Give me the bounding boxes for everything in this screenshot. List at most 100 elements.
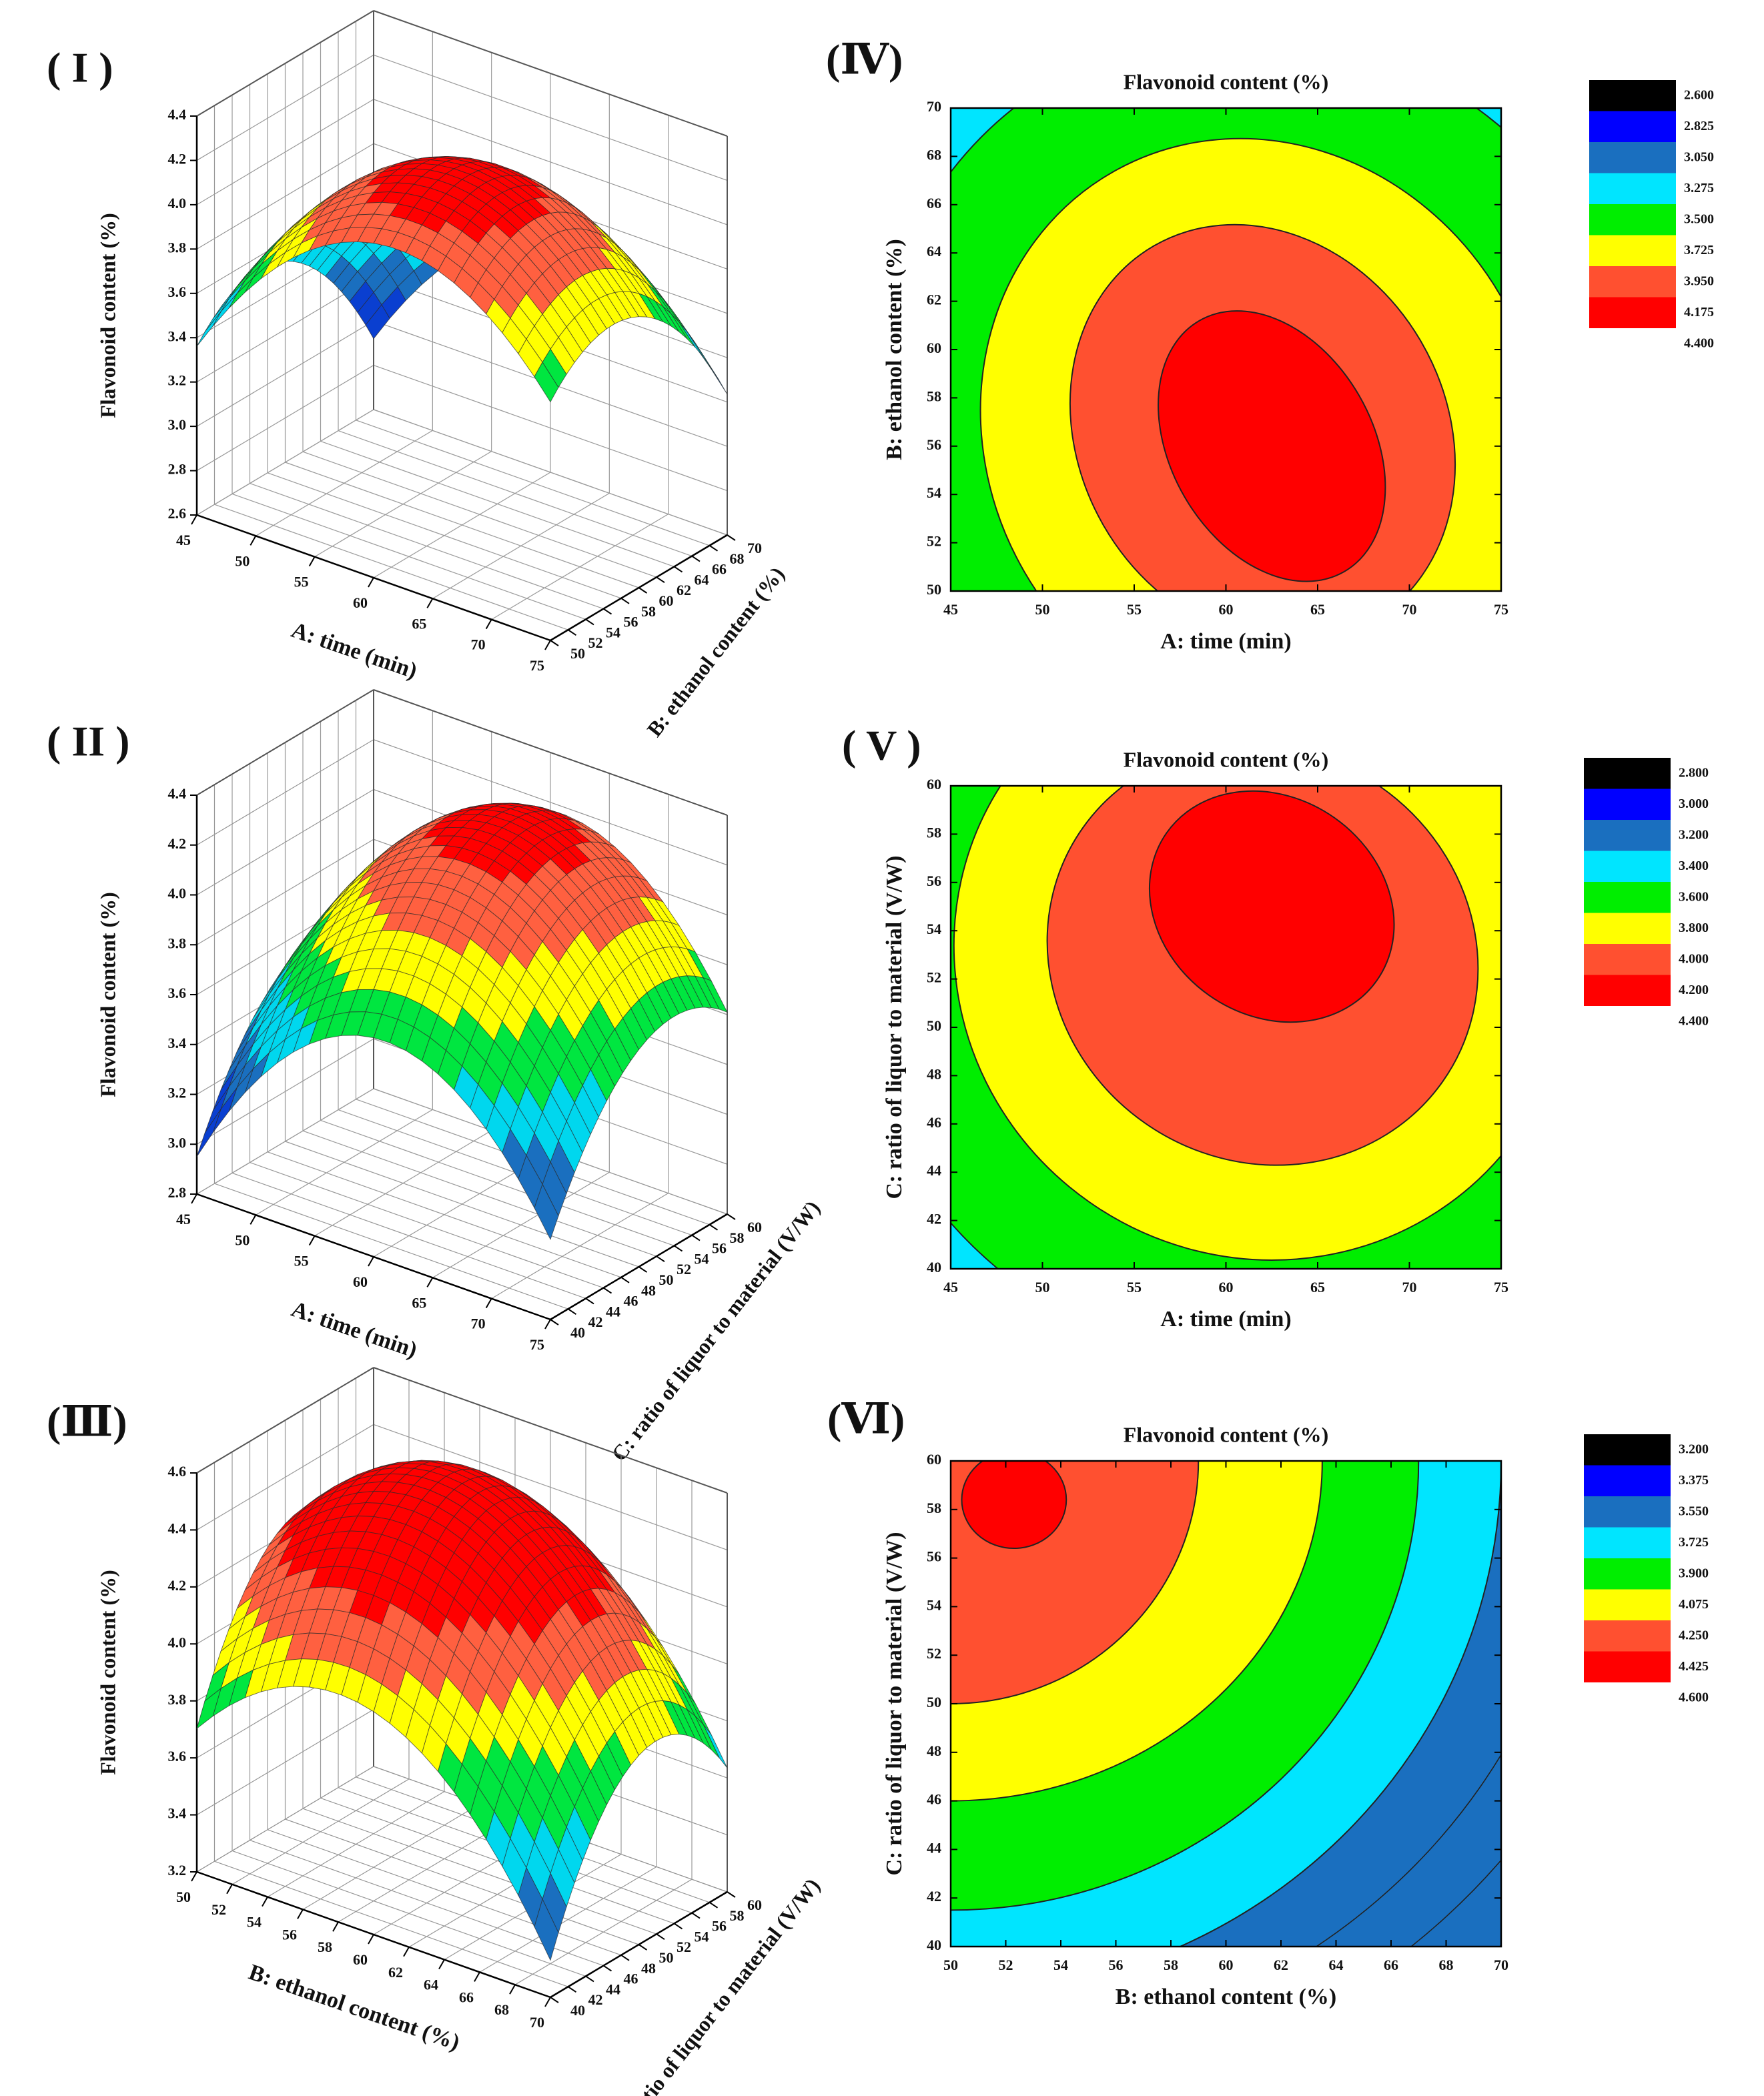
wall-edge [373,1367,728,1494]
z-tick-label: 4.4 [168,1520,187,1536]
legend-swatch [1584,1558,1671,1590]
legend-level-label: 3.050 [1684,150,1714,165]
x-tick-mark [474,1971,480,1982]
floor-grid-line [302,1130,657,1257]
y-tick-label: 58 [730,1907,745,1924]
contour-fill-group [951,786,1501,1269]
back-wall-grid-line [373,409,728,536]
y-tick-mark [602,1287,612,1294]
y-tick-label: 70 [927,98,941,115]
y-axis-label: C: ratio of liquor to material (V/W) [882,856,907,1199]
x-tick-mark [226,1884,233,1895]
surface-facet [196,1687,222,1730]
contour-fill-group [951,108,1501,591]
panel-label: (Ⅵ) [827,1396,905,1443]
wall-edge [373,10,728,137]
x-tick-label: 58 [1164,1957,1178,1973]
x-tick-label: 55 [1127,601,1142,618]
y-tick-label: 52 [927,969,941,986]
panel-label: (Ⅳ) [826,36,903,83]
y-tick-mark [638,1266,648,1273]
x-tick-mark [426,1277,434,1287]
x-axis-label: B: ethanol content (%) [1116,1985,1336,2009]
y-tick-label: 68 [730,550,745,567]
floor-grid-line [320,1797,675,1924]
panel-label: (Ⅲ) [47,1398,127,1446]
floor-grid-line [214,1183,568,1309]
wall-edge [196,689,374,796]
y-tick-label: 46 [927,1114,941,1131]
legend-swatch [1589,80,1676,111]
y-tick-label: 54 [606,624,620,640]
y-tick-label: 60 [747,1219,762,1235]
y-tick-mark [727,1213,736,1220]
x-tick-label: 45 [176,532,191,548]
x-tick-mark [426,598,434,608]
x-tick-label: 70 [530,2014,544,2031]
x-tick-label: 55 [294,1253,309,1269]
floor-grid-line [302,451,657,578]
floor-grid-line [232,1172,586,1299]
x-tick-label: 50 [235,552,250,569]
y-tick-mark [656,1255,665,1263]
x-tick-label: 50 [943,1957,958,1973]
z-axis-label: Flavonoid content (%) [95,892,119,1097]
legend-swatch [1584,820,1671,851]
legend-swatch [1584,1620,1671,1652]
legend-swatch [1589,173,1676,204]
y-tick-label: 62 [927,292,941,308]
x-tick-label: 50 [235,1231,250,1248]
back-wall-grid-line [373,54,728,181]
y-tick-label: 54 [927,921,941,937]
y-tick-label: 56 [927,1548,941,1565]
floor-grid-line [267,1829,622,1956]
z-tick-label: 3.0 [168,1134,187,1151]
legend-level-label: 2.800 [1679,766,1709,780]
response-surface [196,156,728,403]
y-tick-label: 60 [927,1451,941,1468]
x-tick-label: 55 [294,574,309,590]
side-wall-grid-line [196,1424,374,1530]
z-tick-label: 3.4 [168,328,187,344]
wall-edge [196,10,374,117]
z-tick-label: 3.6 [168,985,187,1001]
legend-swatch [1584,1496,1671,1528]
side-wall-grid-line [196,1709,374,1816]
panel-v-contour-plot: 45 50 55 60 65 70 75 40 42 44 46 48 50 52 54 56 58 60 Flav… [842,722,1709,1332]
x-tick-mark [250,535,257,546]
y-tick-mark [691,555,701,562]
panel-label: ( V ) [842,722,921,769]
z-tick-label: 3.4 [168,1035,187,1051]
x-tick-label: 64 [424,1977,438,1993]
y-tick-label: 60 [747,1897,762,1913]
side-wall-grid-line [196,739,374,846]
floor-grid-line [338,430,693,557]
y-tick-label: 50 [659,1271,674,1288]
back-wall-grid-line [373,364,728,492]
z-axis-label: Flavonoid content (%) [95,1570,119,1775]
side-wall-grid-line [196,99,374,205]
legend-swatch [1584,1651,1671,1682]
x-tick-label: 70 [1402,601,1417,618]
x-tick-mark [368,1256,374,1267]
legend-level-label: 3.500 [1684,212,1714,227]
x-tick-label: 70 [471,636,486,653]
side-wall-grid-line [196,839,374,945]
z-tick-label: 3.4 [168,1805,187,1822]
y-tick-label: 48 [641,1282,656,1299]
panel-label: ( II ) [47,718,129,765]
y-tick-mark [567,1986,577,1993]
z-tick-label: 3.0 [168,416,187,433]
y-tick-mark [567,629,577,636]
floor-grid-line [250,483,604,610]
x-tick-label: 62 [388,1964,403,1981]
y-tick-label: 46 [624,1293,638,1309]
x-tick-label: 70 [471,1316,486,1332]
y-tick-mark [567,1308,577,1316]
z-tick-label: 4.2 [168,835,187,852]
legend-swatch [1584,1434,1671,1466]
wall-edge [373,689,728,816]
y-axis-label: B: ethanol content (%) [882,239,907,460]
y-tick-label: 66 [712,561,727,578]
x-tick-mark [509,1984,516,1995]
